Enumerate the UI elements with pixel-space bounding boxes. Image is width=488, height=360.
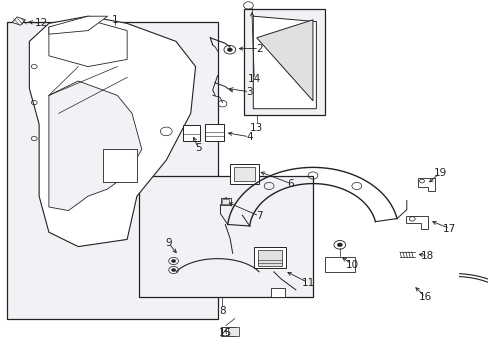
Bar — [228, 327, 239, 336]
Text: 4: 4 — [245, 132, 252, 142]
Text: 1: 1 — [111, 15, 118, 25]
Bar — [221, 198, 230, 205]
Polygon shape — [12, 17, 25, 25]
Circle shape — [227, 48, 232, 51]
Bar — [222, 199, 228, 204]
Text: 9: 9 — [165, 238, 172, 248]
Bar — [257, 250, 282, 266]
Polygon shape — [405, 216, 427, 229]
Bar — [229, 164, 259, 184]
Bar — [7, 22, 217, 319]
Bar — [183, 125, 199, 141]
Text: 13: 13 — [249, 123, 263, 133]
Polygon shape — [253, 16, 316, 109]
Text: 18: 18 — [420, 251, 434, 261]
Bar — [325, 257, 354, 272]
Text: 11: 11 — [301, 278, 314, 288]
Polygon shape — [256, 20, 312, 101]
Text: 10: 10 — [345, 260, 358, 270]
Polygon shape — [49, 81, 142, 211]
Bar — [102, 149, 137, 182]
Circle shape — [337, 243, 342, 247]
Polygon shape — [49, 16, 107, 34]
Bar — [233, 167, 254, 181]
Polygon shape — [29, 16, 195, 247]
Text: 5: 5 — [194, 143, 201, 153]
Text: 12: 12 — [35, 18, 48, 28]
Bar — [244, 9, 325, 115]
Text: 15: 15 — [218, 328, 231, 338]
Text: 6: 6 — [287, 179, 294, 189]
Bar — [271, 288, 285, 297]
Text: 19: 19 — [432, 168, 446, 178]
Bar — [139, 176, 312, 297]
Text: 16: 16 — [418, 292, 431, 302]
Bar — [221, 327, 234, 336]
Circle shape — [171, 260, 175, 262]
Text: 17: 17 — [442, 224, 456, 234]
Bar — [205, 124, 224, 141]
Text: 2: 2 — [255, 44, 262, 54]
Bar — [254, 247, 285, 268]
Circle shape — [171, 269, 175, 271]
Polygon shape — [417, 178, 434, 191]
Text: 8: 8 — [219, 306, 225, 316]
Text: 14: 14 — [247, 74, 261, 84]
Polygon shape — [49, 20, 127, 67]
Text: 3: 3 — [245, 87, 252, 97]
Text: 7: 7 — [255, 211, 262, 221]
